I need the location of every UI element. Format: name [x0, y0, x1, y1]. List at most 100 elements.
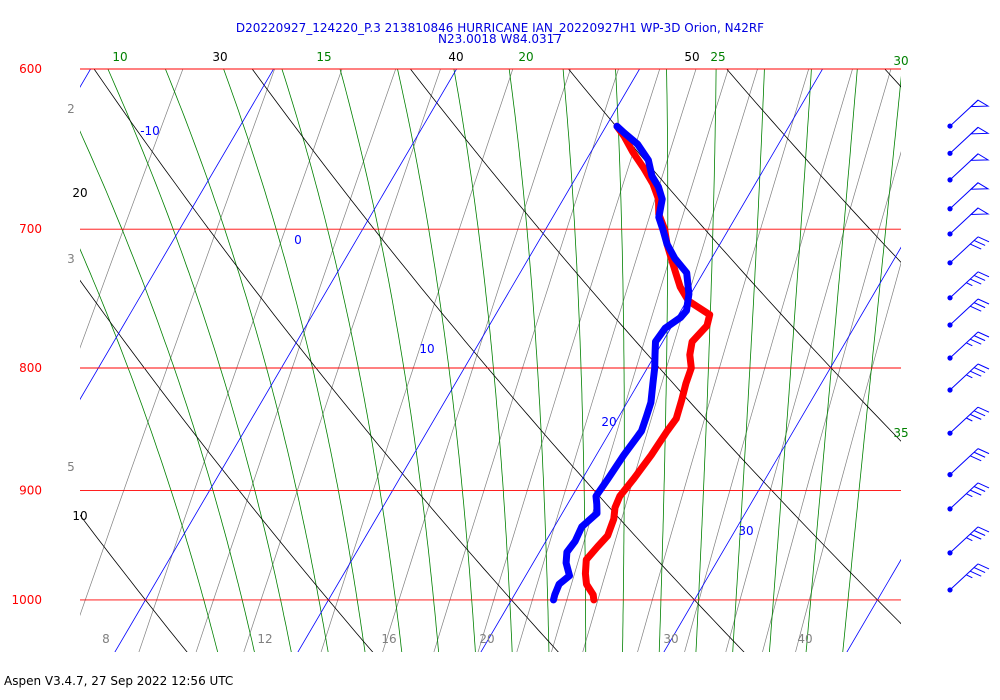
moist-adiabat-label: 15: [316, 50, 331, 64]
moist-adiabat-line: [732, 69, 765, 652]
mixing-ratio-label: 2: [67, 102, 75, 116]
wind-barb: [947, 298, 990, 328]
isotherm-label: 0: [294, 233, 302, 247]
moist-adiabat-line: [164, 69, 329, 652]
moist-adiabat-line: [397, 69, 476, 652]
moist-adiabat-line: [453, 69, 513, 652]
moist-adiabat-line: [695, 69, 717, 652]
mixing-ratio-line: [80, 69, 275, 617]
wind-barb: [947, 482, 990, 512]
mixing-ratio-line: [243, 69, 441, 652]
dry-adiabat-line: [80, 279, 374, 652]
mixing-ratio-line: [382, 69, 571, 652]
wind-barb: [947, 406, 990, 436]
moist-adiabats: [80, 69, 901, 652]
mixing-ratio-label: 8: [102, 632, 110, 646]
wind-barb: [947, 126, 990, 156]
mixing-ratio-line: [138, 69, 343, 652]
wind-barb: [947, 207, 990, 237]
mixing-ratio-label: 5: [67, 460, 75, 474]
isotherm-line: [846, 558, 901, 652]
axis-labels: 600 700 800 900 1000 -10 0 10 20 30 30 40 50 20 10 10 15…: [11, 50, 908, 646]
moist-adiabat-line: [339, 69, 440, 652]
isobars: [80, 68, 901, 601]
mixing-ratio-line: [0, 34, 48, 661]
footer-text: Aspen V3.4.7, 27 Sep 2022 12:56 UTC: [4, 674, 234, 688]
moist-adiabat-line: [281, 69, 403, 652]
isotherm-label: 30: [738, 524, 753, 538]
moist-adiabat-line: [80, 248, 219, 652]
moist-adiabat-line: [805, 69, 858, 652]
moist-adiabat-label: 35: [893, 426, 908, 440]
wind-barb: [947, 526, 990, 556]
pressure-tick-label: 1000: [11, 593, 42, 607]
wind-barb: [947, 153, 990, 183]
moist-adiabat-line: [768, 69, 812, 652]
wind-barbs: [947, 99, 990, 593]
moist-adiabat-line: [107, 69, 292, 652]
mixing-ratio-line: [477, 69, 661, 652]
wind-barb: [947, 271, 990, 301]
mixing-ratio-label: 40: [797, 632, 812, 646]
dry-adiabats: [0, 34, 901, 661]
mixing-ratio-label: 12: [257, 632, 272, 646]
mixing-ratio-label: 3: [67, 252, 75, 266]
mixing-ratio-label: 16: [381, 632, 396, 646]
isotherm-line: [297, 69, 641, 652]
dry-adiabat-label: 50: [684, 50, 699, 64]
moist-adiabat-line: [223, 69, 366, 652]
wind-barb: [947, 363, 990, 393]
pressure-tick-label: 600: [19, 62, 42, 76]
isotherm-line: [114, 69, 458, 652]
dry-adiabat-label: 10: [72, 509, 87, 523]
mixing-ratio-line: [320, 69, 514, 652]
moist-adiabat-label: 20: [518, 50, 533, 64]
dry-adiabat-label: 30: [212, 50, 227, 64]
mixing-ratio-line: [582, 69, 758, 652]
moist-adiabat-line: [842, 75, 901, 652]
mixing-ratio-line: [195, 69, 397, 652]
pressure-tick-label: 800: [19, 361, 42, 375]
dry-adiabat-line: [80, 514, 188, 652]
sounding-profiles: [550, 122, 714, 604]
isotherm-line: [80, 69, 92, 88]
moist-adiabat-label: 10: [112, 50, 127, 64]
mixing-ratio-line: [433, 69, 619, 652]
mixing-ratio-line: [516, 69, 697, 652]
wind-barb: [947, 236, 990, 266]
moist-adiabat-line: [508, 69, 550, 652]
dewpoint-profile: [550, 122, 693, 604]
isotherm-line: [663, 246, 901, 652]
isotherm-label: -10: [140, 124, 160, 138]
wind-barb: [947, 563, 990, 593]
isotherm-line: [80, 69, 275, 401]
wind-barb: [947, 182, 990, 212]
mixing-ratio-line: [80, 69, 184, 349]
mixing-ratio-line: [762, 151, 901, 652]
moist-adiabat-line: [658, 69, 669, 652]
mixing-ratio-label: 20: [479, 632, 494, 646]
isotherm-label: 20: [601, 415, 616, 429]
dry-adiabat-line: [409, 69, 901, 625]
mixing-ratio-label: 30: [663, 632, 678, 646]
pressure-tick-label: 700: [19, 222, 42, 236]
moist-adiabat-line: [80, 130, 255, 652]
wind-barb: [947, 99, 990, 129]
moist-adiabat-label: 25: [710, 50, 725, 64]
dry-adiabat-line: [0, 34, 8, 661]
dry-adiabat-label: 40: [448, 50, 463, 64]
wind-barb: [947, 331, 990, 361]
isotherms: [80, 69, 901, 652]
wind-barb: [947, 448, 990, 478]
mixing-ratio-line: [551, 69, 729, 652]
mixing-ratio-line: [725, 69, 892, 652]
dry-adiabat-line: [93, 69, 559, 652]
mixing-ratio-line: [684, 69, 853, 652]
dry-adiabat-line: [251, 69, 745, 652]
isotherm-line: [480, 69, 824, 652]
chart-subtitle: N23.0018 W84.0317: [438, 32, 562, 46]
moist-adiabat-line: [615, 69, 625, 652]
dry-adiabat-label: 20: [72, 186, 87, 200]
isotherm-label: 10: [419, 342, 434, 356]
